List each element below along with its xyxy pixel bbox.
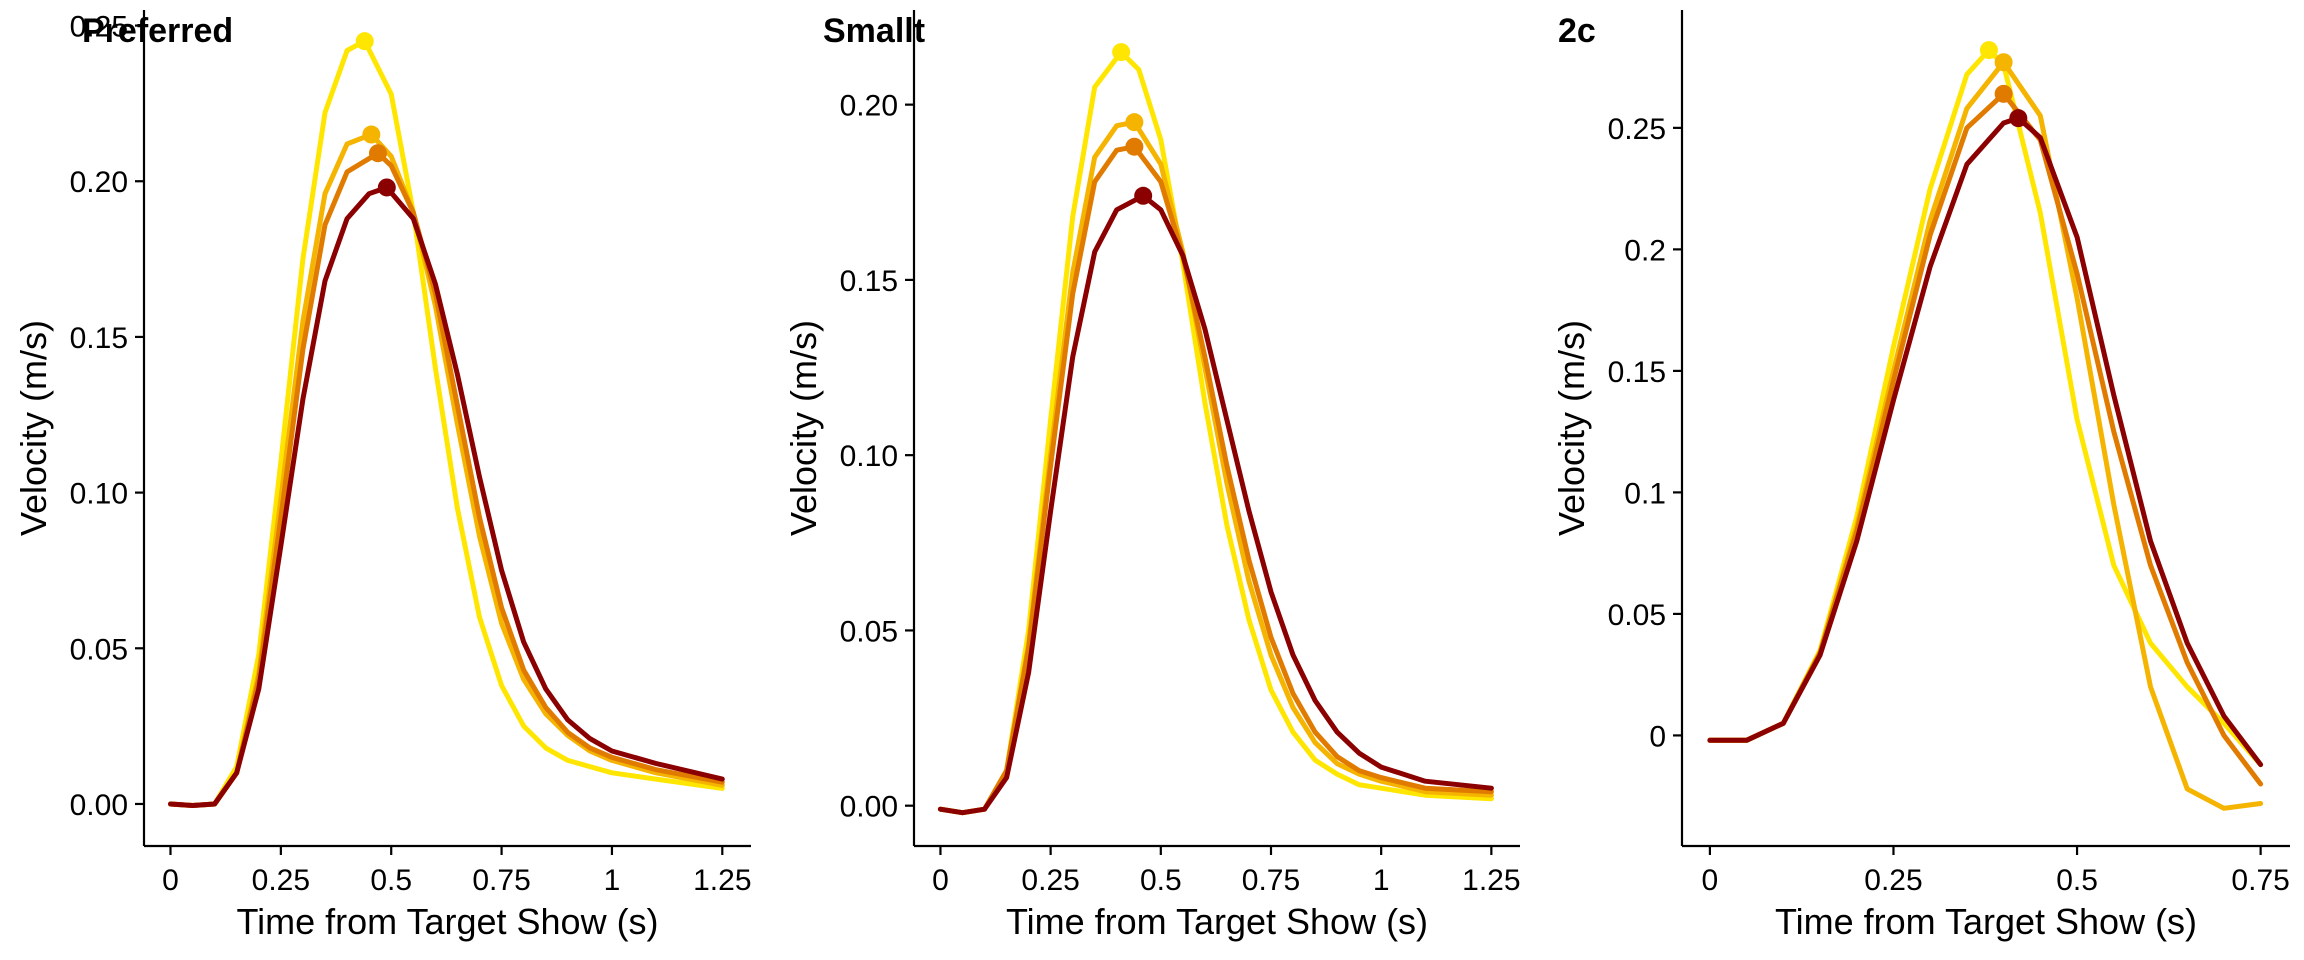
series-line-2 (1707, 59, 2264, 811)
peak-marker-1 (355, 32, 374, 51)
series-line-3 (1707, 91, 2264, 787)
peak-marker-3 (1125, 137, 1144, 156)
x-tick-label: 0.75 (1242, 864, 1300, 897)
x-tick-label: 0.5 (1140, 864, 1182, 897)
x-tick-label: 0.25 (252, 864, 310, 897)
peak-marker-4 (2009, 109, 2028, 128)
x-axis-title: Time from Target Show (s) (236, 901, 658, 942)
x-tick-label: 1.25 (1462, 864, 1520, 897)
series-line-4 (937, 193, 1494, 816)
x-tick-label: 1 (1373, 864, 1390, 897)
panel-title: Smallt (823, 12, 925, 50)
x-tick-label: 0 (162, 864, 179, 897)
y-axis-title: Velocity (m/s) (783, 320, 824, 536)
y-tick-label: 0.25 (70, 11, 128, 44)
peak-marker-4 (1134, 186, 1153, 205)
y-tick-label: 0.05 (70, 633, 128, 666)
x-axis-title: Time from Target Show (s) (1006, 901, 1428, 942)
y-tick-label: 0.15 (70, 322, 128, 355)
peak-marker-2 (362, 125, 381, 144)
x-axis-title: Time from Target Show (s) (1775, 901, 2197, 942)
peak-marker-2 (1994, 53, 2013, 72)
chart-panel-2: 0.00 0.05 0.10 0.15 0.20 0 0.25 0.5 0.75 1 1.25 Tim… (783, 10, 1521, 942)
y-tick-label: 0 (1649, 720, 1666, 753)
peak-marker-3 (1994, 84, 2013, 103)
y-tick-label: 0.05 (840, 615, 898, 648)
peak-marker-1 (1979, 41, 1998, 60)
x-tick-label: 0.5 (2056, 864, 2098, 897)
y-axis-title: Velocity (m/s) (1551, 320, 1592, 536)
x-tick-label: 0.75 (472, 864, 530, 897)
x-tick-label: 1.25 (693, 864, 751, 897)
series-line-4 (1707, 115, 2264, 768)
peak-marker-4 (377, 178, 396, 197)
x-tick-label: 0 (932, 864, 949, 897)
x-tick-label: 0.25 (1864, 864, 1922, 897)
y-tick-label: 0.20 (840, 90, 898, 123)
peak-marker-1 (1112, 43, 1131, 62)
y-tick-label: 0.10 (840, 440, 898, 473)
series-line-3 (937, 144, 1494, 816)
y-tick-label: 0.1 (1624, 477, 1666, 510)
y-axis-title: Velocity (m/s) (13, 320, 54, 536)
x-tick-label: 0 (1702, 864, 1719, 897)
x-tick-label: 0.25 (1021, 864, 1079, 897)
series-line-4 (168, 185, 725, 808)
x-tick-label: 1 (604, 864, 621, 897)
peak-marker-3 (368, 144, 387, 163)
series-line-1 (1707, 47, 2264, 768)
panel-title: 2c (1558, 12, 1596, 50)
chart-panel-3: 0 0.05 0.1 0.15 0.2 0.25 0 0.25 0.5 0.75 Time from… (1551, 10, 2290, 942)
panel-title: Preferred (82, 12, 233, 50)
chart-panel-1: 0.00 0.05 0.10 0.15 0.20 0.25 0 0.25 0.5 0.75 1 1.2… (13, 10, 752, 942)
y-tick-label: 0.20 (70, 166, 128, 199)
y-tick-label: 0.00 (840, 791, 898, 824)
y-tick-label: 0.2 (1624, 234, 1666, 267)
y-tick-label: 0.05 (1608, 599, 1666, 632)
y-tick-label: 0.15 (840, 265, 898, 298)
y-tick-label: 0.00 (70, 789, 128, 822)
y-tick-label: 0.15 (1608, 356, 1666, 389)
x-tick-label: 0.5 (370, 864, 412, 897)
peak-marker-2 (1125, 113, 1144, 132)
y-tick-label: 0.25 (1608, 113, 1666, 146)
y-tick-label: 0.10 (70, 478, 128, 511)
x-tick-label: 0.75 (2231, 864, 2289, 897)
